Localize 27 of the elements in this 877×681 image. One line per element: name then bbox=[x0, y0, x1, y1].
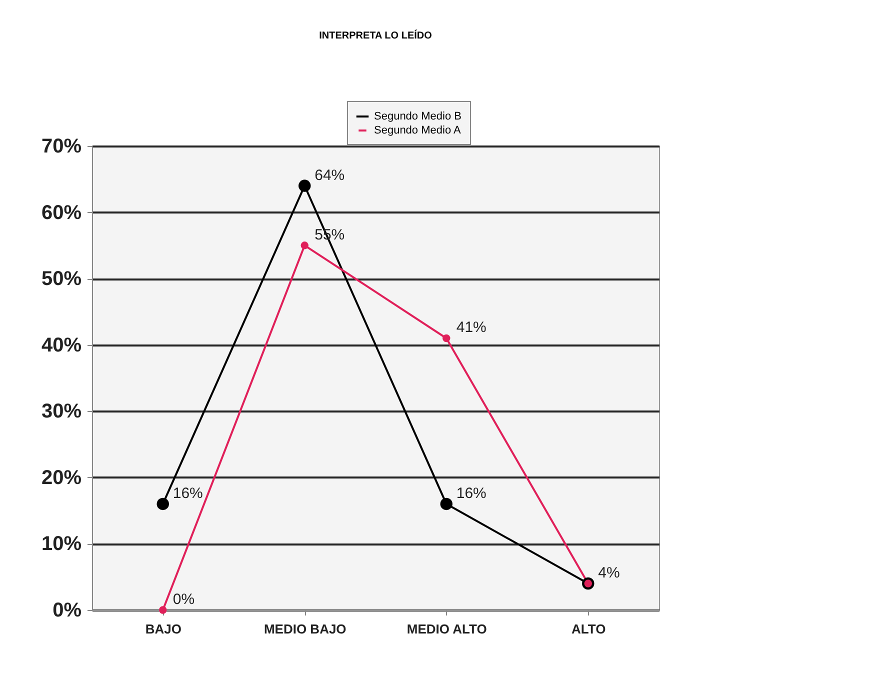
y-tick-label: 30% bbox=[41, 400, 82, 423]
x-tick-label: ALTO bbox=[572, 622, 606, 636]
y-tick-label: 0% bbox=[52, 600, 82, 622]
point bbox=[156, 498, 169, 510]
y-tick-label: 10% bbox=[41, 533, 82, 556]
y-tick-label: 70% bbox=[41, 136, 82, 158]
chart-title: INTERPRETA LO LEÍDO bbox=[319, 30, 432, 42]
data-label: 4% bbox=[598, 564, 620, 582]
y-tick-label: 20% bbox=[41, 466, 82, 489]
data-label: 64% bbox=[314, 166, 345, 184]
point bbox=[442, 334, 450, 342]
point bbox=[440, 498, 452, 510]
x-tick-label: MEDIO ALTO bbox=[406, 622, 487, 636]
legend-label: Segundo Medio A bbox=[374, 124, 462, 136]
point bbox=[300, 242, 308, 250]
y-tick-label: 40% bbox=[41, 334, 82, 356]
x-tick-label: BAJO bbox=[145, 622, 182, 636]
point bbox=[298, 180, 311, 192]
legend-label: Segundo Medio B bbox=[374, 110, 462, 122]
data-label: 16% bbox=[456, 484, 486, 502]
y-tick-label: 50% bbox=[41, 268, 82, 290]
data-label: 16% bbox=[172, 484, 203, 502]
y-tick-label: 60% bbox=[41, 202, 82, 224]
data-label: 0% bbox=[172, 591, 195, 608]
point bbox=[159, 606, 167, 614]
x-tick-label: MEDIO BAJO bbox=[264, 622, 346, 636]
data-label: 41% bbox=[456, 319, 486, 336]
